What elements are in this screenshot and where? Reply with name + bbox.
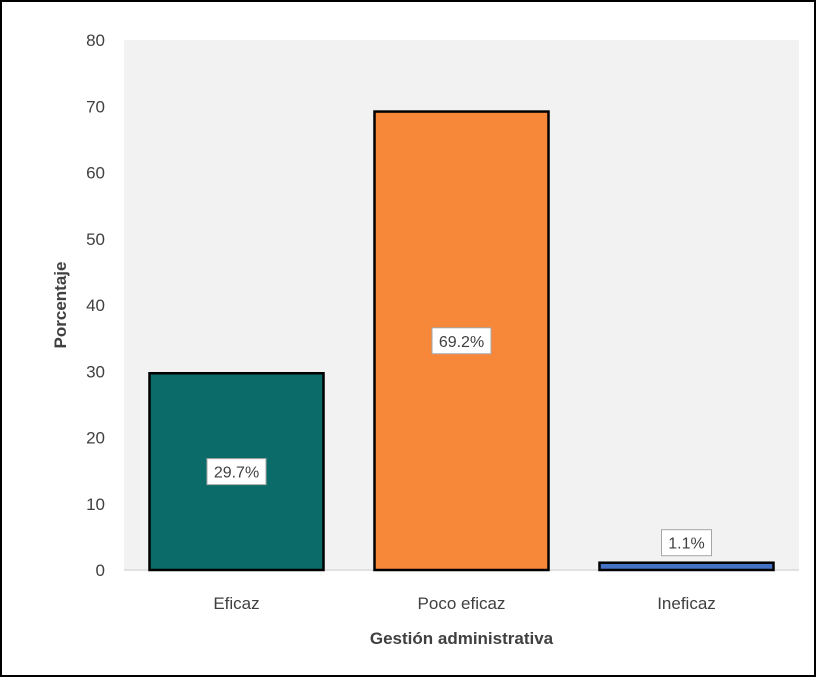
data-label-text: 1.1% [668,536,704,553]
x-axis-ticks: Eficaz Poco eficaz Ineficaz [213,594,715,613]
data-label: 1.1% [661,529,712,557]
data-label-text: 69.2% [439,334,484,351]
y-tick-label: 20 [86,429,105,448]
x-tick-label: Eficaz [213,594,259,613]
data-label-box [431,327,492,355]
y-tick-label: 60 [86,164,105,183]
bars: 29.7% 69.2% 1.1% [148,110,775,572]
x-axis-title: Gestión administrativa [370,629,554,648]
data-label-text: 29.7% [214,465,259,482]
y-tick-label: 30 [86,362,105,381]
x-tick-label: Poco eficaz [418,594,506,613]
y-axis-ticks: 0 10 20 30 40 50 60 70 80 [86,31,105,580]
data-label: 69.2% [431,327,492,355]
y-axis-title: Porcentaje [51,262,70,349]
y-tick-label: 10 [86,495,105,514]
data-label-box [206,458,267,486]
y-tick-label: 40 [86,296,105,315]
y-tick-label: 0 [96,561,105,580]
data-label: 29.7% [206,458,267,486]
bar [598,561,775,572]
y-tick-label: 80 [86,31,105,50]
data-label-box [661,529,712,557]
y-tick-label: 70 [86,97,105,116]
y-tick-label: 50 [86,230,105,249]
x-tick-label: Ineficaz [657,594,716,613]
